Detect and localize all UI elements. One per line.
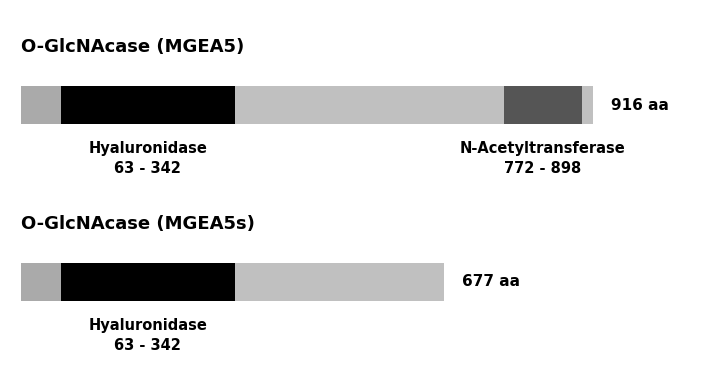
Text: O-GlcNAcase (MGEA5s): O-GlcNAcase (MGEA5s) [21, 215, 255, 233]
FancyBboxPatch shape [235, 263, 444, 301]
Text: N-Acetyltransferase
772 - 898: N-Acetyltransferase 772 - 898 [460, 141, 626, 176]
FancyBboxPatch shape [235, 86, 503, 124]
FancyBboxPatch shape [61, 263, 235, 301]
Text: 916 aa: 916 aa [611, 98, 669, 113]
FancyBboxPatch shape [503, 86, 582, 124]
Text: Hyaluronidase
63 - 342: Hyaluronidase 63 - 342 [88, 141, 207, 176]
FancyBboxPatch shape [61, 86, 235, 124]
Text: 677 aa: 677 aa [462, 274, 520, 290]
FancyBboxPatch shape [21, 263, 61, 301]
FancyBboxPatch shape [582, 86, 593, 124]
Text: O-GlcNAcase (MGEA5): O-GlcNAcase (MGEA5) [21, 38, 245, 56]
Text: Hyaluronidase
63 - 342: Hyaluronidase 63 - 342 [88, 318, 207, 353]
FancyBboxPatch shape [21, 86, 61, 124]
